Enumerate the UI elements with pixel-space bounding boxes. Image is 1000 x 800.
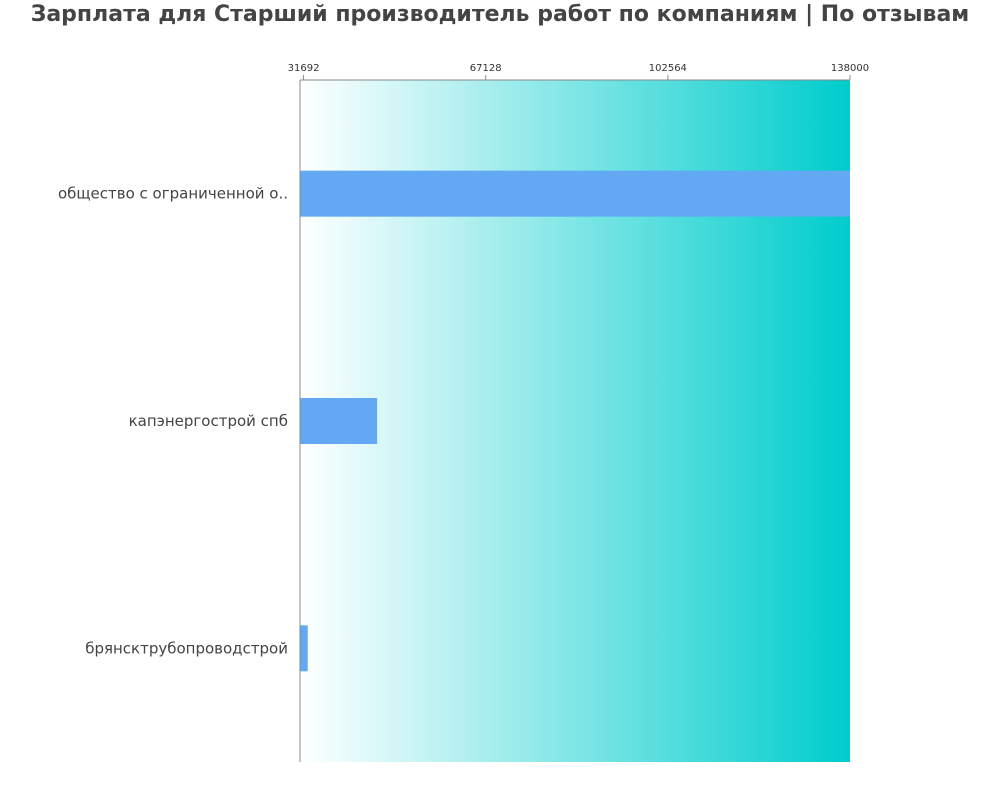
x-tick-label: 138000 [831,63,869,74]
category-label: капэнергострой спб [129,412,288,430]
x-tick-label: 67128 [470,63,502,74]
category-label: общество с ограниченной о.. [58,185,288,203]
x-tick-label: 31692 [288,63,320,74]
chart-title: Зарплата для Старший производитель работ… [30,2,970,27]
bar [300,398,378,444]
bar [300,625,308,672]
bar [300,170,850,217]
x-tick-label: 102564 [649,63,687,74]
category-label: брянсктрубопроводстрой [85,639,288,657]
